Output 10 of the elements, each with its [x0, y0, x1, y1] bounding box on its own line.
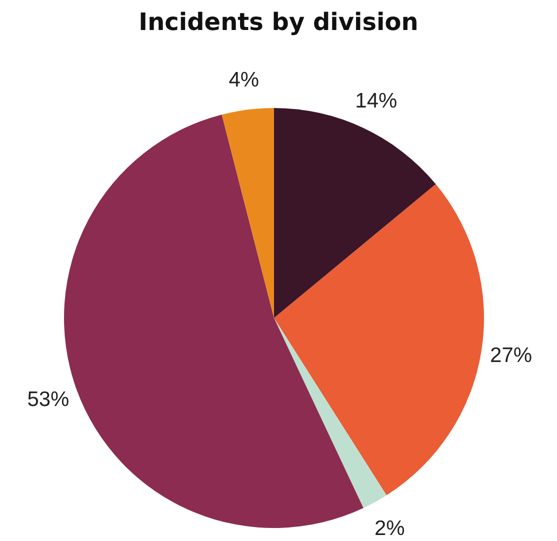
- data-label: 53%: [27, 388, 70, 411]
- pie-slice: [274, 108, 436, 318]
- data-label: 14%: [355, 89, 398, 112]
- pie-slice: [222, 108, 274, 318]
- pie-slice: [274, 184, 484, 496]
- data-label: 4%: [228, 68, 260, 92]
- data-label: 27%: [490, 344, 532, 368]
- pie-slice: [274, 318, 387, 508]
- data-label: 2%: [374, 516, 405, 540]
- chart-title: Incidents by division: [138, 8, 418, 36]
